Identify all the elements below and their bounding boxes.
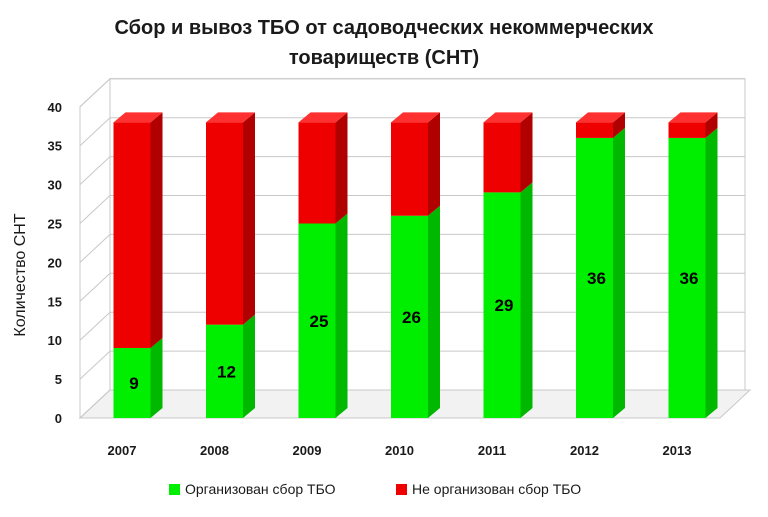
- gridline: [79, 389, 745, 419]
- data-label: 36: [587, 269, 606, 288]
- y-tick-label: 20: [48, 255, 62, 270]
- bar-top: [113, 112, 163, 123]
- data-label: 12: [217, 362, 236, 381]
- bar-stack-2009: 25: [298, 112, 348, 418]
- gridline: [79, 350, 745, 380]
- bar-top: [391, 112, 440, 123]
- legend-swatch-organized: [169, 484, 180, 495]
- legend-swatch-not-organized: [396, 484, 407, 495]
- data-label: 36: [680, 269, 699, 288]
- bar-top: [483, 112, 533, 123]
- y-tick-label: 40: [48, 100, 62, 115]
- data-label: 9: [129, 374, 138, 393]
- x-tick-label: 2013: [663, 443, 692, 458]
- bar-segment-not-organized-side: [335, 112, 348, 224]
- bars: 9 12 25 26 29 36 36: [113, 112, 718, 419]
- bar-segment-organized: [576, 137, 613, 419]
- bar-segment-organized: [298, 223, 336, 418]
- data-label: 25: [310, 312, 329, 331]
- bar-segment-organized-side: [520, 182, 533, 418]
- bar-segment-organized: [206, 324, 243, 418]
- bar-stack-2007: 9: [113, 112, 163, 418]
- x-tick-label: 2009: [293, 443, 322, 458]
- bar-segment-not-organized: [206, 122, 243, 325]
- bar-segment-organized-side: [243, 314, 255, 418]
- bar-stack-2010: 26: [391, 112, 440, 418]
- bar-stack-2011: 29: [483, 112, 533, 418]
- bar-segment-organized-side: [613, 127, 625, 419]
- bar-segment-not-organized-side: [428, 112, 440, 216]
- y-tick-label: 10: [48, 333, 62, 348]
- chart-title-line1: Сбор и вывоз ТБО от садоводческих некомм…: [114, 17, 653, 39]
- y-tick-label: 15: [48, 294, 62, 309]
- bar-top: [576, 112, 625, 123]
- x-tick-label: 2010: [385, 443, 414, 458]
- bar-segment-not-organized: [483, 122, 521, 193]
- y-axis-label: Количество СНТ: [12, 213, 29, 336]
- x-tick-label: 2011: [478, 443, 506, 458]
- bar-stack-2013: 36: [668, 112, 718, 419]
- gridline: [79, 195, 745, 224]
- gridline: [79, 272, 745, 302]
- y-axis-ticks: 0 5 10 15 20 25 30 35 40: [48, 100, 62, 426]
- bar-segment-organized: [113, 347, 151, 418]
- bar-segment-organized: [483, 192, 521, 418]
- data-label: 29: [495, 296, 514, 315]
- y-tick-label: 5: [55, 372, 62, 387]
- bar-segment-not-organized-side: [243, 112, 255, 325]
- bar-top: [206, 112, 255, 123]
- legend-label-not-organized: Не организован сбор ТБО: [412, 481, 581, 497]
- gridline: [79, 117, 745, 147]
- legend: Организован сбор ТБО Не организован сбор …: [169, 481, 581, 497]
- bar-segment-organized: [668, 137, 706, 419]
- data-label: 26: [402, 308, 421, 327]
- chart-title-line2: товариществ (СНТ): [289, 47, 479, 69]
- gridline: [79, 233, 745, 263]
- bar-segment-not-organized: [668, 122, 706, 138]
- x-tick-label: 2007: [108, 443, 137, 458]
- bar-segment-not-organized: [113, 122, 151, 348]
- bar-segment-not-organized: [391, 122, 428, 216]
- bar-segment-not-organized-side: [520, 112, 533, 193]
- bar-top: [668, 112, 718, 123]
- bar-segment-not-organized: [576, 122, 613, 138]
- bar-segment-organized: [391, 215, 428, 418]
- bar-segment-not-organized-side: [705, 112, 718, 138]
- x-tick-label: 2008: [200, 443, 229, 458]
- y-tick-label: 35: [48, 139, 62, 154]
- bar-stack-2008: 12: [206, 112, 255, 418]
- x-tick-label: 2012: [570, 443, 599, 458]
- y-tick-label: 25: [48, 217, 62, 232]
- x-axis-ticks: 2007 2008 2009 2010 2011 2012 2013: [108, 443, 692, 458]
- bar-segment-not-organized-side: [150, 112, 163, 348]
- gridline: [79, 311, 745, 341]
- bar-segment-organized-side: [150, 337, 163, 418]
- gridline: [79, 78, 745, 108]
- bar-segment-not-organized: [298, 122, 336, 224]
- bar-segment-organized-side: [705, 127, 718, 419]
- y-tick-label: 0: [55, 411, 62, 426]
- bar-segment-not-organized-side: [613, 112, 625, 138]
- legend-label-organized: Организован сбор ТБО: [185, 481, 336, 497]
- bar-segment-organized-side: [428, 205, 440, 418]
- bar-segment-organized-side: [335, 213, 348, 418]
- bar-stack-2012: 36: [576, 112, 625, 419]
- gridline: [79, 156, 745, 185]
- bar-top: [298, 112, 348, 123]
- gridlines: [79, 78, 745, 419]
- y-tick-label: 30: [48, 178, 62, 193]
